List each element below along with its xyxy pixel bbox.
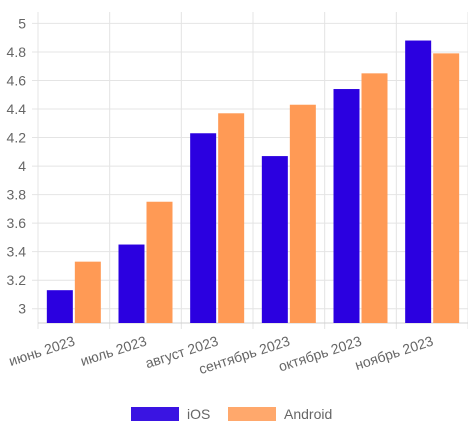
bar-ios[interactable] — [405, 40, 432, 324]
y-axis-ticks: 3 3.2 3.4 3.6 3.8 4 4.2 4.4 4.6 4.8 5 — [7, 15, 27, 316]
bar-ios[interactable] — [118, 244, 145, 323]
y-tick-label: 3 — [18, 301, 26, 317]
y-tick-label: 3.4 — [7, 244, 27, 260]
y-tick-label: 4.8 — [7, 44, 27, 60]
x-tick-label: октябрь 2023 — [276, 333, 363, 375]
bar-ios[interactable] — [190, 133, 217, 323]
legend-label: iOS — [187, 406, 210, 422]
x-tick-label: ноябрь 2023 — [353, 333, 435, 373]
y-tick-label: 5 — [18, 15, 26, 31]
bar-android[interactable] — [433, 53, 460, 324]
bar-android[interactable] — [74, 261, 101, 323]
legend-item-android[interactable]: Android — [228, 406, 332, 422]
bar-android[interactable] — [289, 104, 316, 323]
y-tick-label: 3.8 — [7, 187, 27, 203]
y-tick-label: 4.4 — [7, 101, 27, 117]
legend-swatch — [131, 407, 179, 421]
x-tick-label: июнь 2023 — [7, 333, 77, 369]
y-tick-label: 4 — [18, 158, 26, 174]
y-tick-label: 3.6 — [7, 215, 27, 231]
legend-swatch — [228, 407, 276, 421]
legend-label: Android — [284, 406, 332, 422]
bar-ios[interactable] — [261, 156, 288, 323]
bar-ios[interactable] — [333, 89, 360, 323]
bar-android[interactable] — [146, 201, 173, 323]
bar-ios[interactable] — [46, 290, 73, 323]
x-tick-label: июль 2023 — [78, 333, 148, 369]
bar-android[interactable] — [361, 73, 388, 323]
y-tick-label: 4.6 — [7, 72, 27, 88]
bar-android[interactable] — [218, 113, 245, 323]
bars — [46, 40, 460, 324]
legend-item-ios[interactable]: iOS — [131, 406, 210, 422]
grid — [32, 12, 468, 329]
legend[interactable]: iOS Android — [131, 406, 332, 422]
y-tick-label: 3.2 — [7, 272, 27, 288]
y-tick-label: 4.2 — [7, 130, 27, 146]
